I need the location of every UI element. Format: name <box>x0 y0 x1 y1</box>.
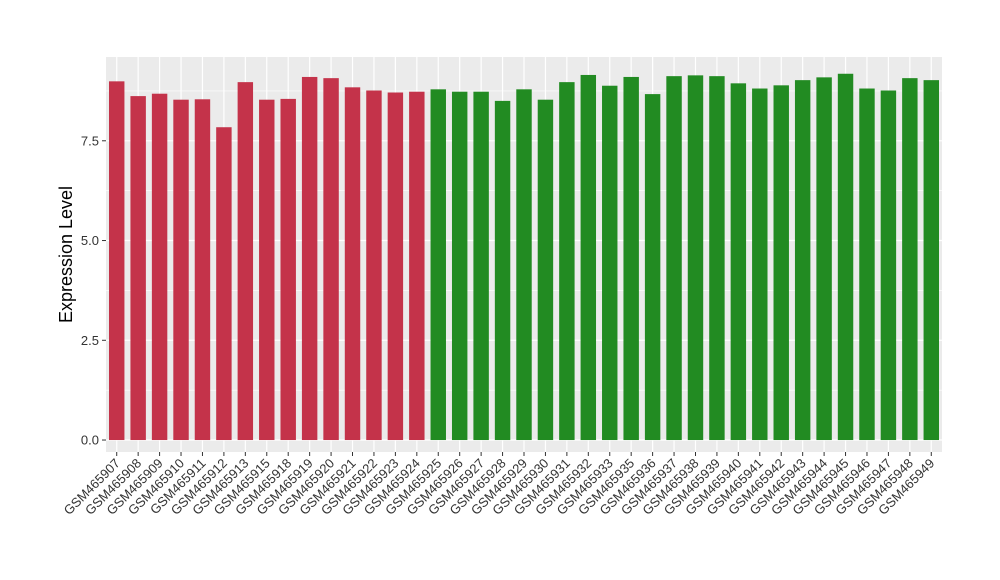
bar <box>259 99 275 441</box>
bar <box>109 81 125 441</box>
bar <box>580 74 597 441</box>
bar <box>752 88 768 441</box>
bar <box>880 90 897 441</box>
x-axis: GSM465907GSM465908GSM465909GSM465910GSM4… <box>61 452 937 518</box>
bars <box>109 73 939 441</box>
bar <box>194 99 211 441</box>
bar <box>130 96 146 441</box>
bar <box>451 91 468 441</box>
y-tick-label: 5.0 <box>81 233 99 248</box>
bar <box>709 76 725 441</box>
bar <box>473 91 489 441</box>
bar <box>666 76 682 441</box>
y-tick-label: 7.5 <box>81 133 99 148</box>
y-axis: 0.0 2.5 5.0 7.5 <box>81 133 106 448</box>
y-tick-label: 2.5 <box>81 333 99 348</box>
bar <box>280 98 296 441</box>
bar <box>366 90 382 441</box>
bar <box>409 91 425 441</box>
bar <box>516 89 532 441</box>
bar <box>173 99 189 441</box>
bar <box>773 85 789 441</box>
bar <box>902 78 918 441</box>
bar <box>837 73 854 441</box>
bar <box>687 75 704 441</box>
bar <box>537 99 554 441</box>
bar <box>387 92 404 441</box>
bar <box>323 78 339 441</box>
bar <box>602 85 618 441</box>
bar <box>494 100 511 441</box>
y-axis-title: Expression Level <box>56 186 76 323</box>
bar <box>644 94 661 441</box>
bar <box>237 82 254 441</box>
bar <box>151 93 168 441</box>
bar <box>430 89 446 441</box>
bar <box>301 76 318 441</box>
bar <box>216 127 232 441</box>
bar <box>344 87 361 441</box>
bar <box>859 88 875 441</box>
y-tick-label: 0.0 <box>81 433 99 448</box>
bar <box>623 76 639 441</box>
bar <box>816 77 832 441</box>
bar <box>923 80 939 441</box>
bar <box>559 82 575 441</box>
bar <box>730 83 747 441</box>
bar <box>794 80 811 441</box>
